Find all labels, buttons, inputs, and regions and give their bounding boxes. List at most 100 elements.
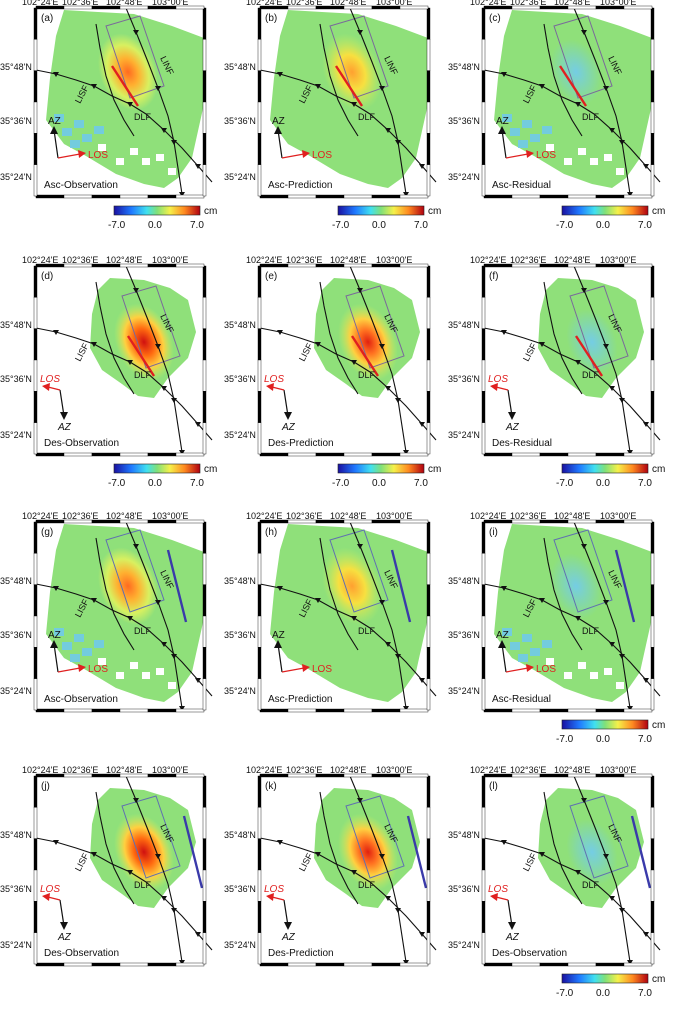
lisf-trace: [543, 791, 583, 905]
rupture-line: [334, 65, 364, 107]
panel-tag: (g): [41, 527, 53, 538]
lat-tick-label: 35°48'N: [448, 62, 480, 72]
panel-label: Des-Observation: [44, 438, 119, 449]
panel-label: Des-Residual: [492, 438, 552, 449]
lon-tick-label: 102°24'E: [22, 0, 58, 7]
az-los-arrows: AZ LOS: [264, 884, 296, 943]
lon-tick-label: 102°48'E: [330, 765, 366, 775]
lisf-trace: [95, 23, 135, 137]
rupture-line: [390, 549, 412, 623]
panel-label: Asc-Prediction: [268, 694, 332, 705]
panel-label: Asc-Residual: [492, 180, 551, 191]
lat-tick-label: 35°24'N: [448, 686, 480, 696]
colorbar: cm -7.0 0.0 7.0: [332, 205, 441, 231]
lon-tick-label: 102°24'E: [22, 255, 58, 265]
rupture-line: [558, 65, 588, 107]
lat-tick-label: 35°48'N: [224, 320, 256, 330]
colorbar-mid: 0.0: [148, 478, 162, 489]
panel-tag: (e): [265, 271, 277, 282]
lisf-trace: [95, 281, 135, 395]
colorbar-max: 7.0: [638, 988, 652, 999]
colorbar-mid: 0.0: [148, 220, 162, 231]
colorbar-min: -7.0: [556, 478, 574, 489]
colorbar-min: -7.0: [108, 220, 126, 231]
fault-label-dlf: DLF: [358, 112, 376, 122]
fault-label-dlf: DLF: [582, 880, 600, 890]
fault-model-outline: [569, 795, 629, 879]
az-los-arrows: AZ LOS: [272, 116, 332, 161]
colorbar-min: -7.0: [556, 734, 574, 745]
lon-tick-label: 102°48'E: [330, 511, 366, 521]
lat-tick-label: 35°36'N: [448, 374, 480, 384]
lon-tick-label: 102°48'E: [554, 255, 590, 265]
colorbar-unit: cm: [652, 206, 665, 217]
fault-model-outline: [121, 285, 181, 369]
deformation-lobe: [550, 39, 602, 105]
az-label: AZ: [48, 116, 61, 127]
panel-label: Asc-Prediction: [268, 180, 332, 191]
fault-model-outline: [329, 529, 389, 613]
linf-trace: [125, 775, 183, 963]
fault-label-dlf: DLF: [134, 626, 152, 636]
lat-tick-label: 35°24'N: [0, 940, 32, 950]
panel-tag: (c): [489, 13, 501, 24]
lat-tick-label: 35°48'N: [448, 320, 480, 330]
deformation-lobe: [566, 309, 618, 375]
fault-label-dlf: DLF: [358, 370, 376, 380]
lon-tick-label: 102°36'E: [510, 511, 546, 521]
az-los-arrows: AZ LOS: [496, 116, 556, 161]
lat-tick-label: 35°48'N: [224, 62, 256, 72]
lon-tick-label: 102°36'E: [62, 255, 98, 265]
panel-tag: (j): [41, 781, 50, 792]
lon-tick-label: 103°00'E: [376, 765, 412, 775]
deformation-lobe: [98, 547, 158, 625]
lat-tick-label: 35°24'N: [0, 172, 32, 182]
los-label: LOS: [312, 150, 332, 161]
los-label: LOS: [88, 150, 108, 161]
lisf-trace: [319, 281, 359, 395]
lat-tick-label: 35°24'N: [224, 686, 256, 696]
panel-tag: (i): [489, 527, 498, 538]
lon-tick-label: 102°36'E: [286, 511, 322, 521]
az-label: AZ: [272, 630, 285, 641]
colorbar: cm -7.0 0.0 7.0: [556, 463, 665, 489]
los-label: LOS: [536, 664, 556, 675]
lat-tick-label: 35°48'N: [448, 830, 480, 840]
lon-tick-label: 102°24'E: [470, 0, 506, 7]
rupture-line: [350, 335, 380, 377]
fault-label-dlf: DLF: [134, 112, 152, 122]
colorbar-mid: 0.0: [596, 734, 610, 745]
lon-tick-label: 102°48'E: [106, 0, 142, 7]
lon-tick-label: 102°24'E: [246, 255, 282, 265]
lon-tick-label: 102°48'E: [554, 0, 590, 7]
az-label: AZ: [496, 630, 509, 641]
lon-tick-label: 103°00'E: [600, 0, 636, 7]
deformation-lobe: [550, 553, 602, 619]
rupture-line: [182, 815, 204, 889]
lat-tick-label: 35°36'N: [224, 884, 256, 894]
lat-tick-label: 35°24'N: [0, 430, 32, 440]
lon-tick-label: 102°24'E: [246, 765, 282, 775]
lat-tick-label: 35°36'N: [0, 630, 32, 640]
lon-tick-label: 103°00'E: [152, 511, 188, 521]
rupture-line: [614, 549, 636, 623]
lon-tick-label: 103°00'E: [376, 255, 412, 265]
panel-label: Asc-Residual: [492, 694, 551, 705]
panel-tag: (a): [41, 13, 53, 24]
lon-tick-label: 102°48'E: [106, 765, 142, 775]
panel-label: Des-Observation: [44, 948, 119, 959]
lon-tick-label: 102°24'E: [22, 765, 58, 775]
lisf-trace: [319, 791, 359, 905]
lon-tick-label: 102°24'E: [470, 255, 506, 265]
lon-tick-label: 103°00'E: [152, 255, 188, 265]
colorbar-unit: cm: [204, 206, 217, 217]
fault-label-dlf: DLF: [582, 626, 600, 636]
linf-trace: [349, 521, 407, 709]
lon-tick-label: 103°00'E: [600, 511, 636, 521]
